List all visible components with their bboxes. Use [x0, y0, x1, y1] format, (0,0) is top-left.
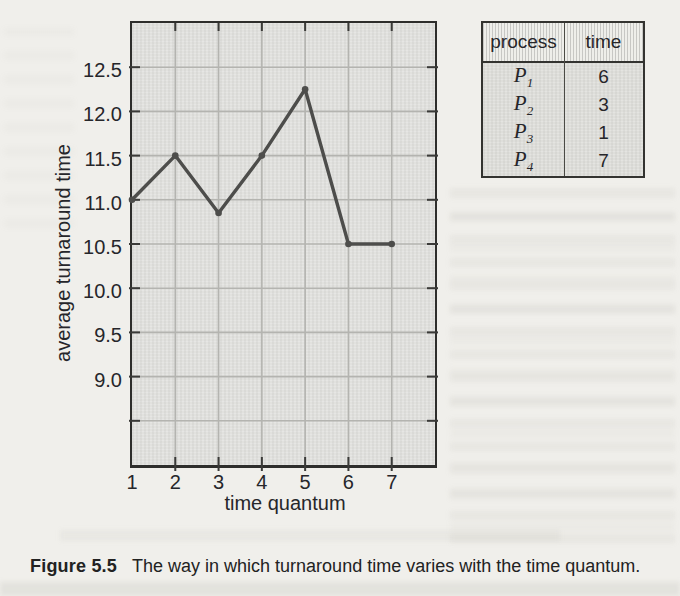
process-time: 7 [564, 150, 643, 172]
x-tick-label: 1 [116, 471, 148, 493]
chart-plot-area [130, 21, 437, 468]
process-name: P4 [483, 147, 564, 175]
x-tick-label: 6 [332, 471, 364, 493]
x-tick-label: 5 [289, 471, 321, 493]
process-time-table: process time P16P23P31P47 [481, 21, 645, 178]
figure-caption-text: The way in which turnaround time varies … [132, 556, 640, 576]
x-tick-label: 4 [246, 471, 278, 493]
process-time: 3 [564, 94, 643, 116]
x-tick-label: 3 [203, 471, 235, 493]
page-bleedthrough-texture [60, 530, 560, 541]
page-bleedthrough-texture [450, 188, 675, 543]
process-time: 1 [564, 122, 643, 144]
x-tick-label: 2 [159, 471, 191, 493]
x-tick-label: 7 [376, 471, 408, 493]
y-tick-label: 12.0 [62, 103, 122, 125]
table-column-divider [564, 23, 566, 176]
y-tick-label: 12.5 [62, 59, 122, 81]
process-time: 6 [564, 66, 643, 88]
y-tick-label: 9.0 [62, 369, 122, 391]
x-axis-title: time quantum [185, 492, 385, 515]
page-bleedthrough-texture [0, 582, 680, 596]
y-axis-title: average turnaround time [52, 138, 76, 368]
table-header-process: process [483, 23, 564, 61]
table-header-time: time [564, 23, 643, 61]
figure-caption: Figure 5.5 The way in which turnaround ti… [30, 556, 640, 577]
line-chart [132, 23, 435, 465]
figure-caption-label: Figure 5.5 [30, 556, 117, 576]
process-name: P3 [483, 119, 564, 147]
process-name: P2 [483, 91, 564, 119]
process-name: P1 [483, 63, 564, 91]
